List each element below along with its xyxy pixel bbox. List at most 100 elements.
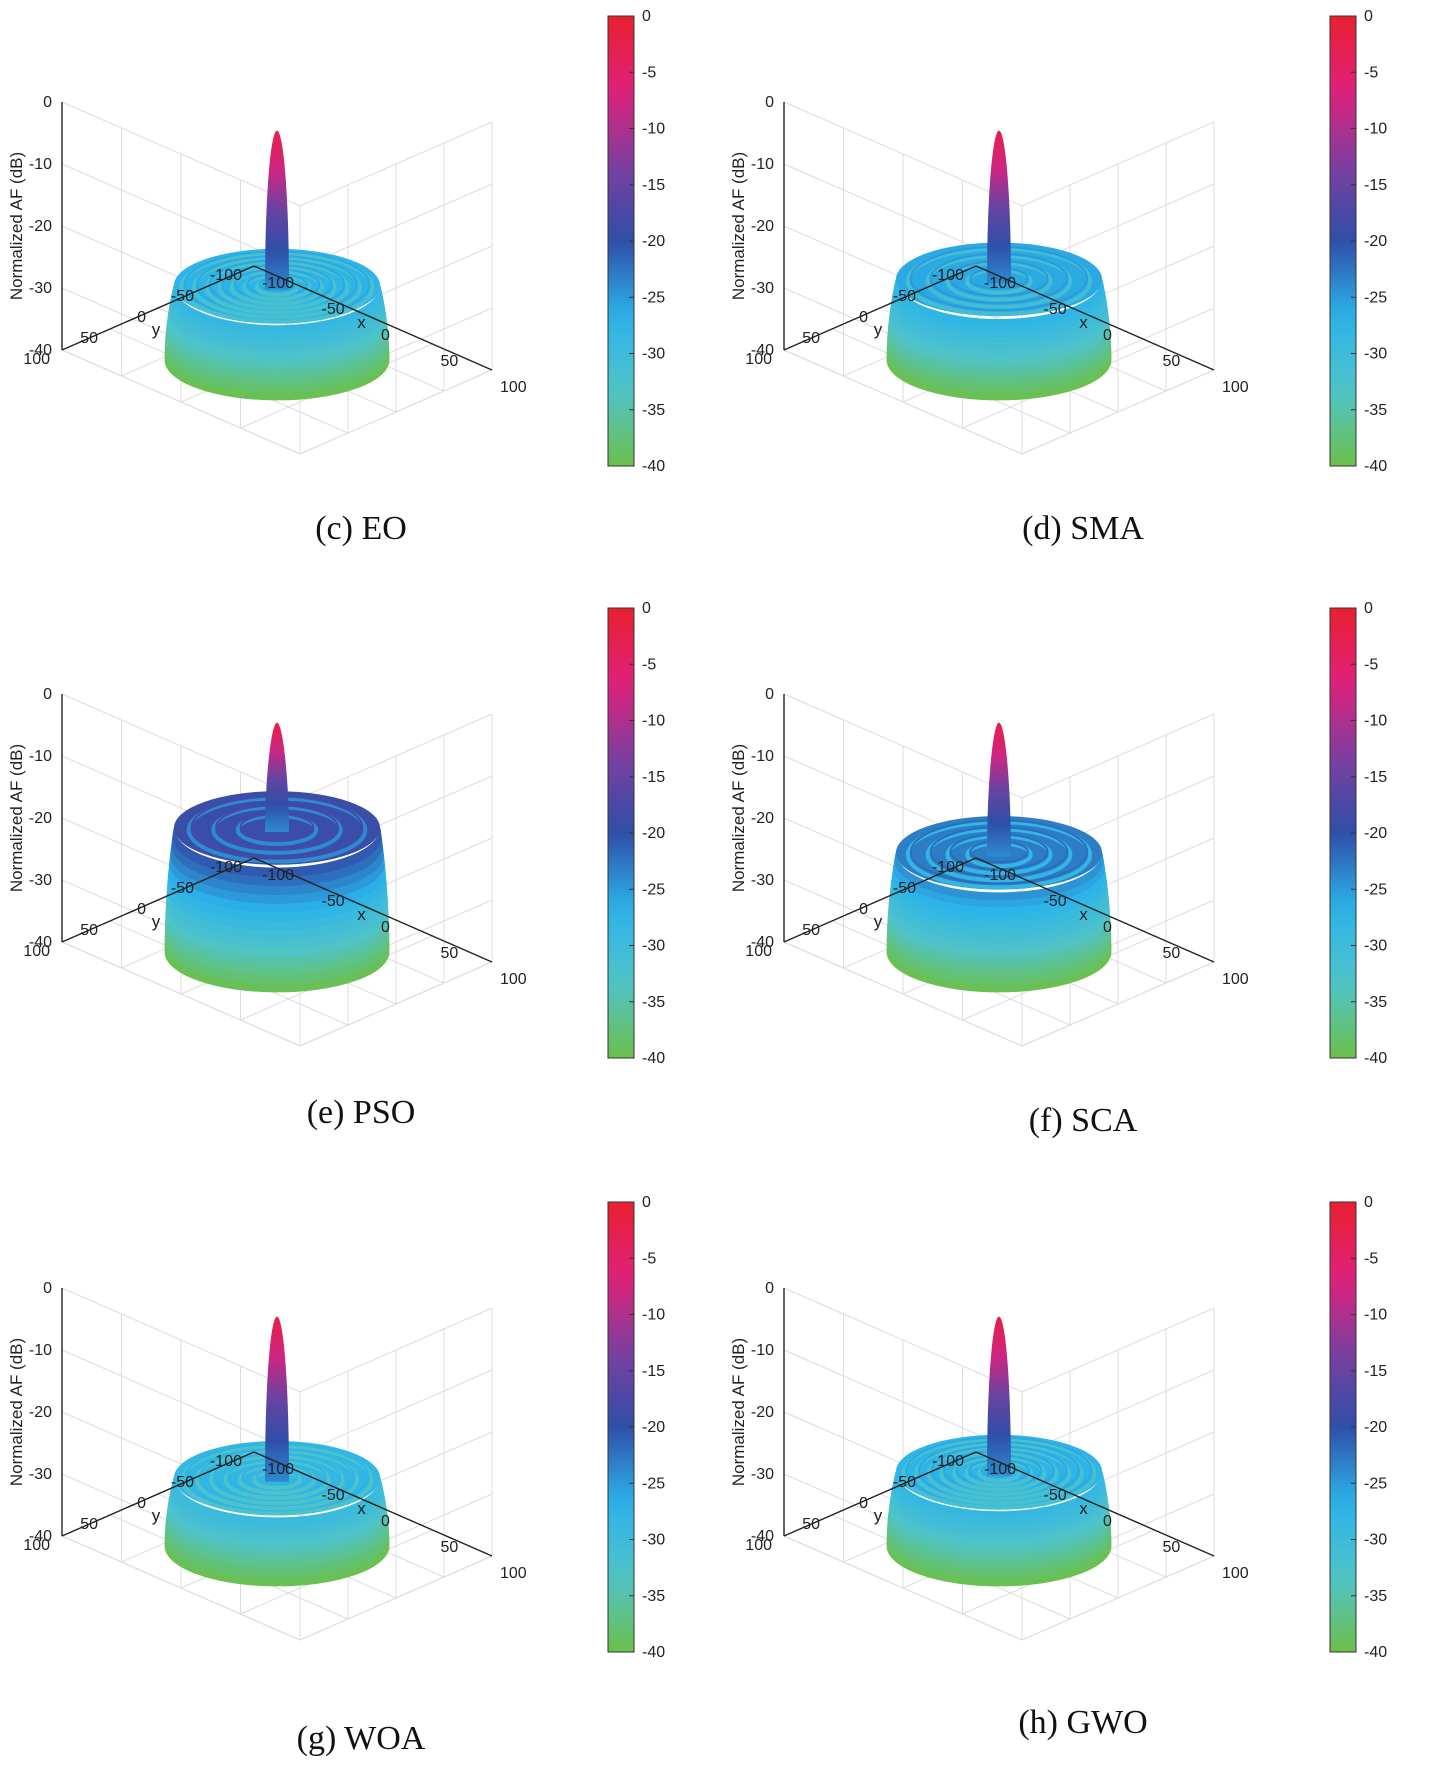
surface-band [172, 285, 382, 332]
x-tick-label: 100 [1222, 379, 1249, 396]
grid-line [61, 1411, 493, 1517]
y-axis-label: y [874, 1506, 883, 1525]
y-tick-label: 0 [859, 901, 868, 918]
x-tick-label: -100 [262, 1461, 294, 1478]
x-tick-label: 0 [381, 1513, 390, 1530]
x-tick-label: -50 [1044, 893, 1067, 910]
x-axis-label: x [1079, 905, 1088, 924]
colorbar-tick-label: -15 [642, 1363, 665, 1380]
x-tick-label: 100 [1222, 1565, 1249, 1582]
grid-line [61, 1287, 493, 1393]
colorbar-tick-label: -20 [642, 233, 665, 250]
colorbar-ticks: 0 -5 -10 -15 -20 -25 -30 -35 -40 [1351, 8, 1387, 475]
y-tick-label: -50 [893, 288, 916, 305]
x-tick-label: 0 [381, 919, 390, 936]
colorbar-tick-label: -5 [642, 64, 656, 81]
colorbar-tick-label: 0 [642, 8, 651, 25]
colorbar-tick-label: -40 [1364, 458, 1387, 475]
panel-caption: (f) SCA [1028, 1102, 1138, 1139]
colorbar-tick-label: -10 [1364, 713, 1387, 730]
axes [783, 102, 1215, 371]
colorbar-tick-label: -20 [642, 1419, 665, 1436]
x-tick-label: 50 [441, 353, 459, 370]
x-tick-label: 0 [1103, 919, 1112, 936]
chart-panel-sma: 0 -10 -20 -30 -40 100 50 0 -50 -100 -100 -50 0 50 100 N… [722, 0, 1444, 592]
panel-caption: (d) SMA [1022, 510, 1144, 547]
y-tick-label: 100 [23, 1537, 50, 1554]
x-tick-label: -50 [322, 301, 345, 318]
y-tick-label: 100 [23, 943, 50, 960]
colorbar-tick-label: 0 [642, 1194, 651, 1211]
y-tick-label: 50 [80, 1516, 98, 1533]
panel-caption: (h) GWO [1018, 1704, 1148, 1741]
z-tick-label: -40 [751, 934, 774, 951]
colorbar-tick-label: -20 [1364, 233, 1387, 250]
y-axis-line [783, 265, 977, 351]
y-tick-label: -50 [171, 1474, 194, 1491]
axes [61, 1288, 493, 1557]
colorbar-ticks: 0 -5 -10 -15 -20 -25 -30 -35 -40 [629, 600, 665, 1067]
colorbar-tick-label: -25 [642, 289, 665, 306]
colorbar-tick-label: -25 [642, 881, 665, 898]
colorbar-tick-label: -35 [642, 1588, 665, 1605]
z-tick-label: 0 [765, 1280, 774, 1297]
colorbar-tick-label: -40 [642, 458, 665, 475]
chart-panel-sca: 0 -10 -20 -30 -40 100 50 0 -50 -100 -100 -50 0 50 100 N… [722, 592, 1444, 1184]
z-tick-label: -20 [29, 810, 52, 827]
z-tick-label: -30 [29, 280, 52, 297]
chart-panel-pso: 0 -10 -20 -30 -40 100 50 0 -50 -100 -100 -50 0 50 100 N… [0, 592, 722, 1184]
grid-line [783, 693, 1215, 799]
z-axis-label: Normalized AF (dB) [729, 152, 748, 300]
z-tick-label: -30 [29, 872, 52, 889]
colorbar-tick-label: 0 [1364, 8, 1373, 25]
grid-line [61, 349, 493, 455]
panel-caption: (c) EO [315, 510, 407, 547]
z-tick-label: -20 [751, 1404, 774, 1421]
x-tick-label: 100 [500, 971, 527, 988]
colorbar-tick-label: -25 [1364, 289, 1387, 306]
z-tick-label: -40 [751, 342, 774, 359]
axes [61, 102, 493, 371]
main-beam [265, 130, 289, 290]
axes [61, 694, 493, 963]
grid-line [783, 101, 1215, 207]
x-axis-label: x [357, 313, 366, 332]
surface [164, 130, 390, 401]
x-axis-line [253, 857, 493, 963]
colorbar-tick-label: -5 [642, 656, 656, 673]
y-tick-label: -100 [210, 1453, 242, 1470]
colorbar-tick-label: -20 [642, 825, 665, 842]
colorbar-tick-label: -15 [1364, 1363, 1387, 1380]
y-tick-label: -100 [210, 267, 242, 284]
grid-line [783, 1287, 1215, 1393]
colorbar-tick-label: -30 [642, 1532, 665, 1549]
y-tick-label: 0 [859, 1495, 868, 1512]
colorbar-ticks: 0 -5 -10 -15 -20 -25 -30 -35 -40 [1351, 600, 1387, 1067]
colorbar-tick-label: -25 [642, 1475, 665, 1492]
y-tick-label: 100 [23, 351, 50, 368]
z-tick-label: -40 [751, 1528, 774, 1545]
main-beam [987, 1316, 1011, 1476]
colorbar-tick-label: -10 [1364, 1307, 1387, 1324]
colorbar-tick-label: -10 [642, 121, 665, 138]
x-axis-line [253, 265, 493, 371]
colorbar-tick-label: -5 [642, 1250, 656, 1267]
panel-caption: (e) PSO [306, 1094, 416, 1131]
colorbar-tick-label: -30 [1364, 1532, 1387, 1549]
y-tick-label: 0 [137, 1495, 146, 1512]
colorbar-tick-label: -35 [1364, 1588, 1387, 1605]
z-tick-label: -20 [751, 218, 774, 235]
colorbar-ticks: 0 -5 -10 -15 -20 -25 -30 -35 -40 [629, 8, 665, 475]
colorbar-tick-label: -10 [1364, 121, 1387, 138]
colorbar-tick-label: -10 [642, 1307, 665, 1324]
x-tick-label: -100 [984, 867, 1016, 884]
colorbar-tick-label: -25 [1364, 1475, 1387, 1492]
colorbar-tick-label: -40 [1364, 1644, 1387, 1661]
y-tick-label: 50 [802, 330, 820, 347]
z-tick-label: -10 [29, 1342, 52, 1359]
y-tick-label: -100 [932, 1453, 964, 1470]
y-axis-line [61, 1451, 255, 1537]
